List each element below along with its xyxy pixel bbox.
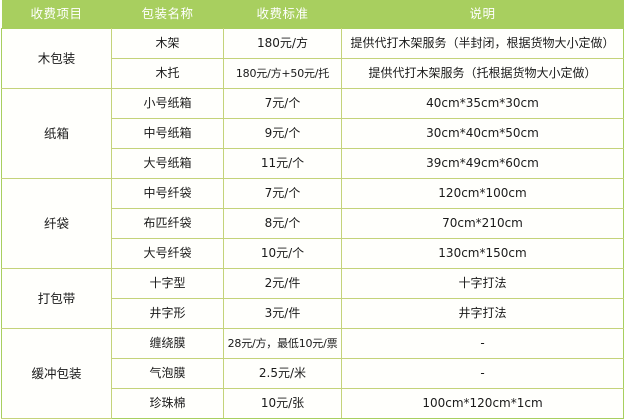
fee-standard-cell: 2.5元/米 <box>223 358 342 389</box>
table-row: 纤袋 中号纤袋 7元/个 120cm*100cm <box>1 178 624 269</box>
header-description: 说明 <box>341 0 624 29</box>
description-cell: 十字打法 <box>341 268 624 299</box>
package-name-cell: 中号纸箱 <box>111 118 224 149</box>
fee-standard-cell: 2元/件 <box>223 268 342 299</box>
group-label-1: 木包装 <box>1 28 112 89</box>
package-name-cell: 布匹纤袋 <box>111 208 224 239</box>
table-body: 木包装 木架 180元/方 提供代打木架服务（半封闭，根据货物大小定做） 木托 180元/… <box>1 28 624 419</box>
header-row: 收费项目 包装名称 收费标准 说明 <box>1 0 624 29</box>
description-cell: 30cm*40cm*50cm <box>341 118 624 149</box>
package-name-cell: 木架 <box>111 28 224 59</box>
table-row: 大号纸箱 11元/个 39cm*49cm*60cm <box>2 148 624 179</box>
table-header: 收费项目 包装名称 收费标准 说明 <box>1 0 624 29</box>
description-cell: 40cm*35cm*30cm <box>341 88 624 119</box>
description-cell: 130cm*150cm <box>341 238 624 269</box>
description-cell: 井字打法 <box>341 298 624 329</box>
package-name-cell: 珍珠棉 <box>111 388 224 419</box>
package-name-cell: 十字型 <box>111 268 224 299</box>
description-cell: - <box>341 328 624 359</box>
fee-standard-cell: 180元/方 <box>223 28 342 59</box>
header-package-name: 包装名称 <box>111 0 224 29</box>
description-cell: 70cm*210cm <box>341 208 624 239</box>
table-row: 大号纤袋 10元/个 130cm*150cm <box>2 238 624 269</box>
group-label-2: 纸箱 <box>1 88 112 179</box>
group-label-3: 纤袋 <box>1 178 112 269</box>
package-name-cell: 中号纤袋 <box>111 178 224 209</box>
table-row: 打包带 十字型 2元/件 十字打法 <box>1 268 624 329</box>
description-cell: 39cm*49cm*60cm <box>341 148 624 179</box>
package-name-cell: 大号纸箱 <box>111 148 224 179</box>
table-row: 木包装 木架 180元/方 提供代打木架服务（半封闭，根据货物大小定做） <box>1 28 624 89</box>
package-name-cell: 缠绕膜 <box>111 328 224 359</box>
table-row: 缓冲包装 缠绕膜 28元/方，最低10元/票 - <box>1 328 624 419</box>
table-row: 气泡膜 2.5元/米 - <box>2 358 624 389</box>
fee-standard-cell: 7元/个 <box>223 88 342 119</box>
fee-standard-cell: 180元/方+50元/托 <box>223 58 342 89</box>
table-row: 布匹纤袋 8元/个 70cm*210cm <box>2 208 624 239</box>
package-name-cell: 大号纤袋 <box>111 238 224 269</box>
table-row: 纸箱 小号纸箱 7元/个 40cm*35cm*30cm <box>1 88 624 179</box>
fee-standard-cell: 10元/张 <box>223 388 342 419</box>
group-label-4: 打包带 <box>1 268 112 329</box>
fee-standard-cell: 28元/方，最低10元/票 <box>223 328 342 359</box>
package-name-cell: 木托 <box>111 58 224 89</box>
fee-standard-cell: 9元/个 <box>223 118 342 149</box>
description-cell: 120cm*100cm <box>341 178 624 209</box>
header-fee-standard: 收费标准 <box>223 0 342 29</box>
description-cell: 100cm*120cm*1cm <box>341 388 624 419</box>
table-row: 中号纸箱 9元/个 30cm*40cm*50cm <box>2 118 624 149</box>
fee-standard-cell: 3元/件 <box>223 298 342 329</box>
fee-standard-cell: 11元/个 <box>223 148 342 179</box>
description-cell: 提供代打木架服务（托根据货物大小定做） <box>341 58 624 89</box>
header-fee-item: 收费项目 <box>1 0 112 29</box>
fee-standard-cell: 8元/个 <box>223 208 342 239</box>
description-cell: - <box>341 358 624 389</box>
fee-standard-cell: 7元/个 <box>223 178 342 209</box>
package-name-cell: 井字形 <box>111 298 224 329</box>
group-label-5: 缓冲包装 <box>1 328 112 419</box>
package-name-cell: 小号纸箱 <box>111 88 224 119</box>
description-cell: 提供代打木架服务（半封闭，根据货物大小定做） <box>341 28 624 59</box>
table-row: 木托 180元/方+50元/托 提供代打木架服务（托根据货物大小定做） <box>2 58 624 89</box>
package-name-cell: 气泡膜 <box>111 358 224 389</box>
table-row: 井字形 3元/件 井字打法 <box>2 298 624 329</box>
fee-standard-cell: 10元/个 <box>223 238 342 269</box>
